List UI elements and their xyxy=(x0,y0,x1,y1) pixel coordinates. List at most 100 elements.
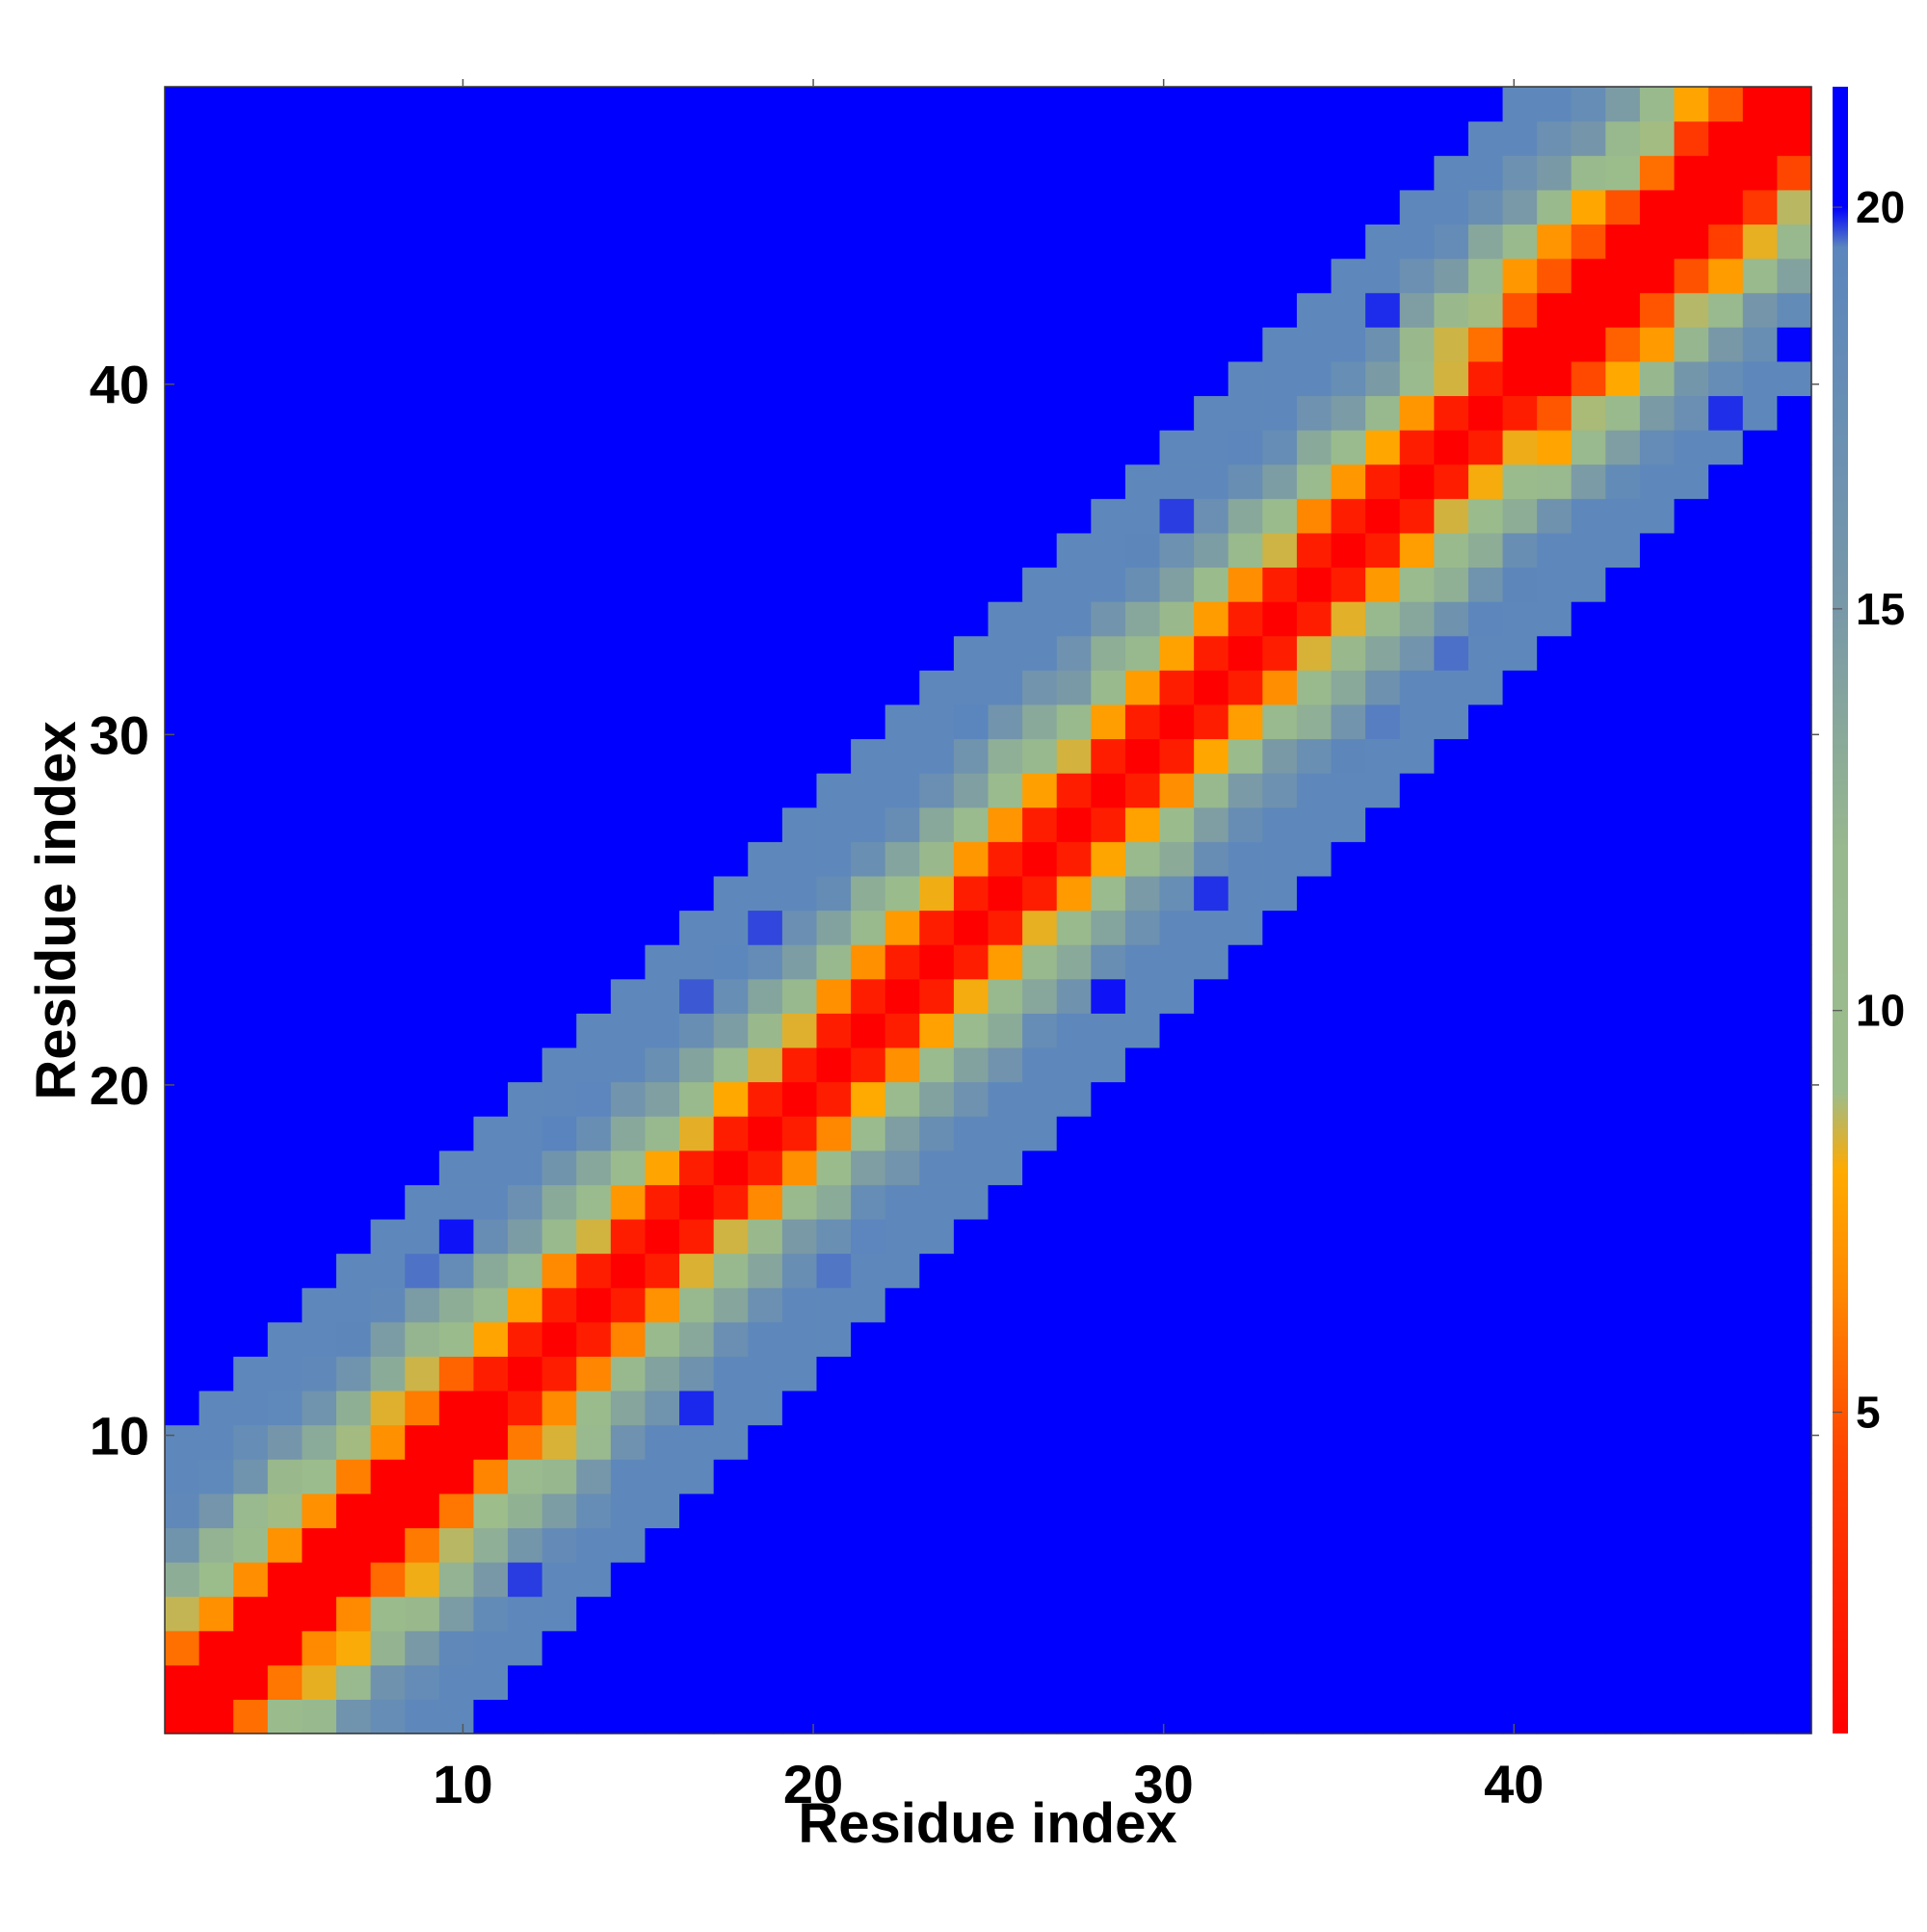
heatmap-cell xyxy=(1227,1287,1263,1323)
heatmap-cell xyxy=(1124,1287,1161,1323)
heatmap-cell xyxy=(1502,87,1538,122)
heatmap-cell xyxy=(198,120,234,156)
heatmap-cell xyxy=(1639,1184,1676,1220)
heatmap-cell xyxy=(1296,635,1333,671)
heatmap-cell xyxy=(748,1561,783,1598)
heatmap-cell xyxy=(438,1184,475,1220)
heatmap-cell xyxy=(851,978,886,1014)
heatmap-cell xyxy=(405,463,440,499)
heatmap-cell xyxy=(1674,1459,1709,1495)
heatmap-cell xyxy=(336,910,372,945)
heatmap-cell xyxy=(851,875,886,912)
heatmap-cell xyxy=(541,1493,577,1528)
heatmap-cell xyxy=(165,1253,200,1288)
heatmap-cell xyxy=(336,532,372,569)
heatmap-cell xyxy=(1262,1116,1298,1151)
heatmap-cell xyxy=(748,224,783,259)
heatmap-cell xyxy=(165,807,200,842)
heatmap-cell xyxy=(1434,1013,1469,1048)
heatmap-cell xyxy=(198,327,234,362)
heatmap-cell xyxy=(1056,120,1092,156)
heatmap-cell xyxy=(748,120,783,156)
heatmap-cell xyxy=(1331,1699,1366,1734)
heatmap-cell xyxy=(1399,670,1435,705)
heatmap-cell xyxy=(1708,1459,1744,1495)
heatmap-cell xyxy=(508,395,543,431)
heatmap-cell xyxy=(1124,224,1161,259)
heatmap-cell xyxy=(1605,189,1641,225)
heatmap-cell xyxy=(1296,87,1333,122)
heatmap-cell xyxy=(302,292,337,328)
heatmap-cell xyxy=(1227,1081,1263,1117)
heatmap-cell xyxy=(1194,155,1229,191)
heatmap-cell xyxy=(610,773,647,808)
heatmap-cell xyxy=(713,807,749,842)
heatmap-cell xyxy=(1091,498,1126,534)
heatmap-cell xyxy=(781,1218,818,1255)
heatmap-cell xyxy=(233,1664,269,1700)
heatmap-cell xyxy=(748,1596,783,1631)
heatmap-cell xyxy=(1331,1664,1366,1700)
heatmap-cell xyxy=(576,670,612,705)
heatmap-cell xyxy=(1124,430,1161,465)
heatmap-cell xyxy=(679,360,715,397)
heatmap-cell xyxy=(1708,155,1744,191)
heatmap-cell xyxy=(473,292,509,328)
heatmap-cell xyxy=(336,978,372,1014)
heatmap-cell xyxy=(508,773,543,808)
heatmap-cell xyxy=(370,224,406,259)
heatmap-cell xyxy=(1262,1287,1298,1323)
heatmap-cell xyxy=(919,807,955,842)
heatmap-cell xyxy=(198,360,234,397)
heatmap-cell xyxy=(679,1218,715,1255)
heatmap-cell xyxy=(1605,1253,1641,1288)
heatmap-cell xyxy=(884,601,920,637)
heatmap-cell xyxy=(919,430,955,465)
heatmap-cell xyxy=(919,910,955,945)
heatmap-cell xyxy=(1331,841,1366,877)
heatmap-cell xyxy=(713,1184,749,1220)
heatmap-cell xyxy=(1399,155,1435,191)
heatmap-cell xyxy=(1159,944,1195,980)
heatmap-cell xyxy=(165,155,200,191)
heatmap-cell xyxy=(165,395,200,431)
heatmap-cell xyxy=(1777,601,1812,637)
heatmap-cell xyxy=(1331,189,1366,225)
heatmap-cell xyxy=(405,703,440,740)
heatmap-cell xyxy=(370,1389,406,1426)
heatmap-cell xyxy=(508,1389,543,1426)
heatmap-cell xyxy=(1605,807,1641,842)
heatmap-cell xyxy=(1056,635,1092,671)
heatmap-cell xyxy=(919,87,955,122)
heatmap-cell xyxy=(610,463,647,499)
heatmap-cell xyxy=(1605,258,1641,294)
heatmap-cell xyxy=(1399,1561,1435,1598)
heatmap-cell xyxy=(576,498,612,534)
heatmap-cell xyxy=(1674,430,1709,465)
heatmap-cell xyxy=(1434,670,1469,705)
heatmap-cell xyxy=(1091,1356,1126,1391)
heatmap-cell xyxy=(1056,1013,1092,1048)
heatmap-cell xyxy=(1159,738,1195,774)
heatmap-cell xyxy=(405,360,440,397)
heatmap-cell xyxy=(1571,910,1606,945)
heatmap-cell xyxy=(1742,430,1778,465)
heatmap-cell xyxy=(1742,1699,1778,1734)
heatmap-cell xyxy=(165,224,200,259)
heatmap-cell xyxy=(438,1389,475,1426)
heatmap-cell xyxy=(1227,224,1263,259)
heatmap-cell xyxy=(988,1013,1023,1048)
heatmap-cell xyxy=(1434,1630,1469,1666)
heatmap-cell xyxy=(1399,1253,1435,1288)
heatmap-cell xyxy=(233,360,269,397)
heatmap-cell xyxy=(851,292,886,328)
heatmap-cell xyxy=(1674,875,1709,912)
heatmap-cell xyxy=(953,635,990,671)
heatmap-cell xyxy=(1434,1493,1469,1528)
heatmap-cell xyxy=(1502,463,1538,499)
heatmap-cell xyxy=(1159,1081,1195,1117)
heatmap-cell xyxy=(438,395,475,431)
heatmap-cell xyxy=(1365,670,1401,705)
heatmap-cell xyxy=(473,1116,509,1151)
heatmap-cell xyxy=(713,1596,749,1631)
